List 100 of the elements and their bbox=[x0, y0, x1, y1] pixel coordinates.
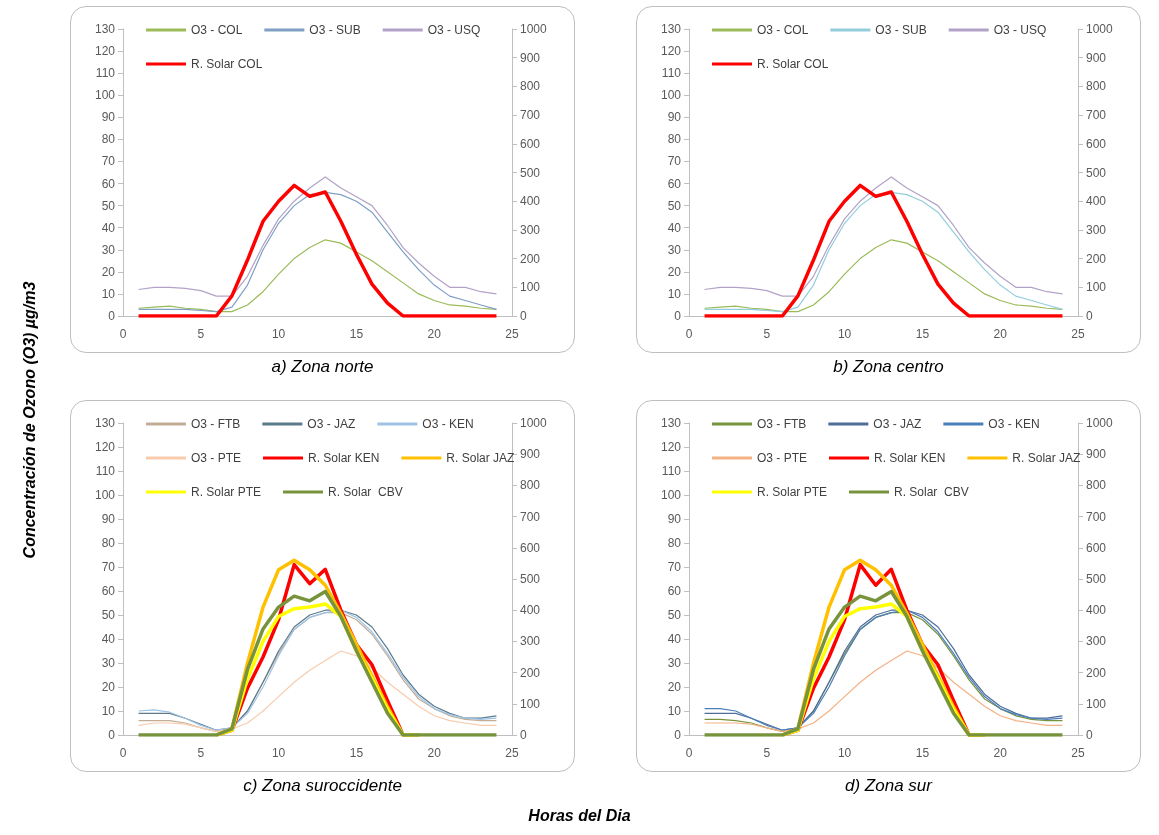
y-tick-label: 110 bbox=[661, 66, 682, 81]
y-tick-label: 110 bbox=[95, 66, 116, 81]
legend-label: O3 - JAZ bbox=[873, 417, 922, 431]
y-tick-label: 120 bbox=[660, 44, 682, 59]
x-tick-label: 5 bbox=[763, 327, 771, 341]
x-tick-label: 5 bbox=[197, 327, 205, 341]
y-tick-label: 80 bbox=[667, 132, 682, 147]
legend-label: R. Solar COL bbox=[757, 57, 829, 71]
x-tick-label: 0 bbox=[685, 746, 693, 760]
y-tick-label: 120 bbox=[660, 440, 682, 454]
y2-tick-label: 200 bbox=[520, 665, 541, 680]
x-tick-label: 5 bbox=[197, 746, 205, 760]
y-tick-label: 10 bbox=[101, 286, 116, 301]
legend-label: R. Solar JAZ bbox=[1012, 451, 1081, 465]
y-tick-label: 10 bbox=[101, 704, 116, 718]
legend-label: R. Solar CBV bbox=[328, 485, 403, 499]
y2-tick-label: 0 bbox=[520, 728, 527, 742]
y2-tick-label: 700 bbox=[1086, 108, 1107, 123]
y-tick-label: 80 bbox=[101, 132, 116, 147]
y-tick-label: 130 bbox=[94, 416, 116, 430]
y2-tick-label: 400 bbox=[520, 603, 541, 618]
x-tick-label: 10 bbox=[837, 746, 852, 760]
y-tick-label: 30 bbox=[101, 656, 116, 670]
legend-label: O3 - USQ bbox=[427, 23, 481, 37]
y2-tick-label: 100 bbox=[1086, 696, 1107, 711]
x-tick-label: 10 bbox=[271, 327, 286, 341]
y2-tick-label: 600 bbox=[520, 136, 541, 151]
y2-tick-label: 200 bbox=[520, 251, 541, 266]
y2-tick-label: 100 bbox=[520, 696, 541, 711]
x-tick-label: 10 bbox=[837, 327, 852, 341]
y2-tick-label: 800 bbox=[1086, 79, 1107, 94]
x-tick-label: 0 bbox=[119, 327, 127, 341]
x-tick-label: 25 bbox=[505, 746, 519, 760]
y-tick-label: 60 bbox=[667, 584, 682, 598]
y2-tick-label: 600 bbox=[520, 540, 541, 555]
y-tick-label: 80 bbox=[667, 536, 682, 550]
y-tick-label: 90 bbox=[667, 512, 682, 526]
legend-label: O3 - COL bbox=[757, 23, 809, 37]
y-tick-label: 70 bbox=[667, 154, 682, 169]
y2-tick-label: 300 bbox=[1086, 222, 1107, 237]
x-tick-label: 0 bbox=[685, 327, 693, 341]
y-tick-label: 30 bbox=[101, 242, 116, 257]
y-tick-label: 60 bbox=[667, 176, 682, 191]
y2-tick-label: 600 bbox=[1086, 136, 1107, 151]
text: d) Zona sur bbox=[844, 776, 934, 796]
y-tick-label: 0 bbox=[674, 309, 682, 323]
y2-tick-label: 300 bbox=[520, 222, 541, 237]
y-tick-label: 90 bbox=[101, 110, 116, 125]
y2-tick-label: 500 bbox=[1086, 572, 1107, 586]
y2-tick-label: 0 bbox=[1086, 728, 1093, 742]
legend-label: O3 - JAZ bbox=[307, 417, 356, 431]
y-tick-label: 80 bbox=[101, 536, 116, 550]
legend-label: O3 - KEN bbox=[988, 417, 1040, 431]
y-tick-label: 20 bbox=[667, 264, 682, 279]
legend-label: O3 - USQ bbox=[993, 23, 1047, 37]
y-tick-label: 10 bbox=[667, 704, 682, 718]
y2-tick-label: 1000 bbox=[520, 416, 548, 430]
x-tick-label: 5 bbox=[763, 746, 771, 760]
y2-tick-label: 400 bbox=[1086, 194, 1107, 209]
y-tick-label: 20 bbox=[101, 264, 116, 279]
legend-label: R. Solar JAZ bbox=[446, 451, 515, 465]
legend-label: O3 - FTB bbox=[191, 417, 241, 431]
y2-tick-label: 900 bbox=[520, 50, 541, 65]
x-tick-label: 20 bbox=[427, 746, 442, 760]
y-tick-label: 30 bbox=[667, 656, 682, 670]
y-tick-label: 120 bbox=[94, 44, 116, 59]
text: b) Zona centro bbox=[832, 357, 945, 377]
y2-tick-label: 700 bbox=[520, 509, 541, 524]
y2-tick-label: 900 bbox=[1086, 50, 1107, 65]
y-tick-label: 70 bbox=[667, 560, 682, 574]
y-tick-label: 20 bbox=[667, 680, 682, 694]
y-tick-label: 100 bbox=[660, 488, 682, 502]
y-tick-label: 50 bbox=[101, 198, 116, 213]
x-tick-label: 0 bbox=[119, 746, 127, 760]
y2-tick-label: 800 bbox=[520, 478, 541, 493]
y2-tick-label: 500 bbox=[1086, 165, 1107, 180]
legend-label: R. Solar CBV bbox=[894, 485, 969, 499]
y2-tick-label: 1000 bbox=[520, 22, 548, 36]
y-axis-title: Concentración de Ozono (O3) µg/m3 bbox=[21, 281, 39, 559]
y2-tick-label: 400 bbox=[1086, 603, 1107, 618]
x-tick-label: 15 bbox=[915, 746, 930, 760]
x-axis-title: Horas del Dia bbox=[527, 807, 632, 825]
y2-tick-label: 1000 bbox=[1086, 22, 1114, 36]
x-tick-label: 25 bbox=[1071, 746, 1085, 760]
y-tick-label: 10 bbox=[667, 286, 682, 301]
y2-tick-label: 900 bbox=[520, 447, 541, 462]
y2-tick-label: 1000 bbox=[1086, 416, 1114, 430]
y2-tick-label: 0 bbox=[520, 309, 527, 323]
legend-label: R. Solar PTE bbox=[757, 485, 828, 499]
x-tick-label: 10 bbox=[271, 746, 286, 760]
y2-tick-label: 0 bbox=[1086, 309, 1093, 323]
y-tick-label: 60 bbox=[101, 584, 116, 598]
legend-label: O3 - SUB bbox=[309, 23, 361, 37]
y-tick-label: 110 bbox=[95, 464, 116, 478]
legend-label: O3 - FTB bbox=[757, 417, 807, 431]
x-tick-label: 15 bbox=[915, 327, 930, 341]
x-tick-label: 25 bbox=[1071, 327, 1085, 341]
y-tick-label: 130 bbox=[94, 22, 116, 36]
y-tick-label: 50 bbox=[667, 608, 682, 622]
y-tick-label: 120 bbox=[94, 440, 116, 454]
